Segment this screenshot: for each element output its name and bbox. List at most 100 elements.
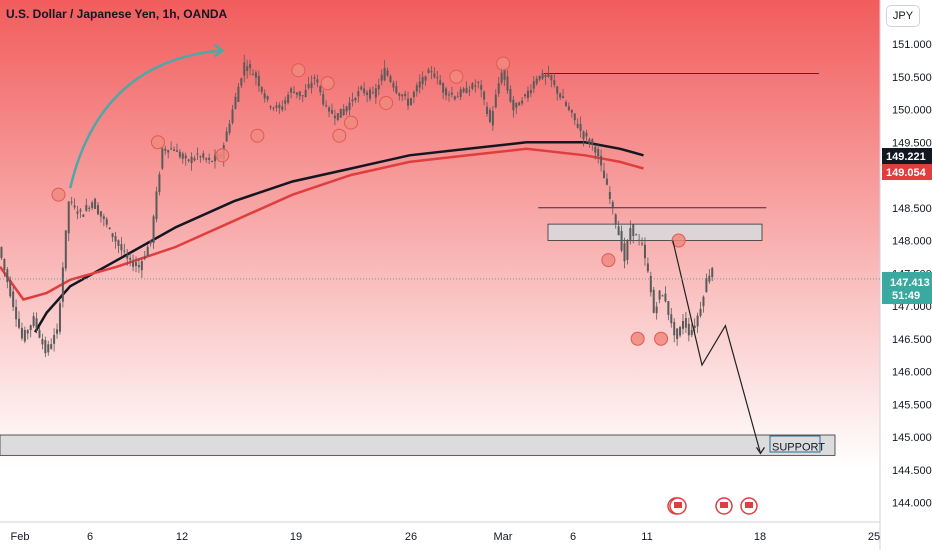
swing-marker[interactable] bbox=[344, 115, 358, 130]
red-ma-badge-text: 149.054 bbox=[886, 167, 927, 179]
candle-body bbox=[538, 75, 541, 80]
swing-marker[interactable] bbox=[215, 148, 230, 163]
candle-body bbox=[38, 330, 41, 338]
event-flag-stripe-icon bbox=[720, 502, 728, 508]
candle-body bbox=[15, 306, 18, 320]
candle-body bbox=[611, 202, 614, 208]
swing-marker[interactable] bbox=[630, 331, 645, 346]
candle-body bbox=[96, 205, 99, 215]
candle-body bbox=[623, 243, 626, 262]
swing-marker[interactable] bbox=[671, 233, 686, 248]
candle-body bbox=[708, 275, 711, 282]
candle-body bbox=[234, 96, 237, 109]
candle-body bbox=[190, 156, 193, 164]
candle-body bbox=[564, 101, 567, 106]
candle-body bbox=[652, 289, 655, 313]
candle-body bbox=[374, 88, 377, 98]
candle-body bbox=[497, 83, 500, 94]
candle-body bbox=[667, 301, 670, 315]
swing-marker[interactable] bbox=[601, 253, 616, 268]
candle-body bbox=[673, 322, 676, 336]
swing-marker[interactable] bbox=[332, 128, 347, 143]
candle-body bbox=[249, 64, 252, 69]
candle-body bbox=[506, 76, 509, 91]
candle-body bbox=[518, 102, 521, 106]
candle-body bbox=[333, 115, 336, 119]
candle-body bbox=[620, 230, 623, 251]
candle-body bbox=[132, 262, 135, 267]
y-tick-label: 145.500 bbox=[892, 399, 932, 411]
candle-body bbox=[512, 99, 515, 111]
candle-body bbox=[614, 214, 617, 225]
swing-marker[interactable] bbox=[449, 69, 464, 84]
x-tick-label: 25 bbox=[868, 531, 880, 543]
candle-body bbox=[544, 74, 547, 77]
candle-body bbox=[559, 93, 562, 98]
swing-marker[interactable] bbox=[51, 187, 66, 202]
swing-marker[interactable] bbox=[250, 128, 265, 143]
swing-marker[interactable] bbox=[320, 76, 335, 91]
candle-body bbox=[582, 131, 585, 140]
candle-body bbox=[140, 261, 143, 271]
candle-body bbox=[126, 255, 129, 259]
candle-body bbox=[383, 67, 386, 81]
candle-body bbox=[313, 77, 316, 79]
candle-body bbox=[213, 155, 216, 162]
candle-body bbox=[9, 280, 12, 297]
current-price-timer: 51:49 bbox=[892, 290, 920, 302]
candle-body bbox=[690, 329, 693, 336]
candle-body bbox=[47, 344, 50, 353]
candle-body bbox=[629, 227, 632, 240]
candle-body bbox=[661, 295, 664, 297]
candle-body bbox=[202, 153, 205, 158]
candle-body bbox=[676, 328, 679, 340]
y-tick-label: 150.000 bbox=[892, 105, 932, 117]
candle-body bbox=[477, 81, 480, 83]
candle-body bbox=[456, 96, 459, 98]
candle-body bbox=[430, 71, 433, 73]
candle-body bbox=[541, 73, 544, 79]
event-flag-stripe-icon bbox=[745, 502, 753, 508]
candle-body bbox=[32, 316, 35, 327]
currency-button[interactable]: JPY bbox=[886, 5, 920, 27]
candle-body bbox=[421, 77, 424, 85]
trend-arrow-curve bbox=[68, 49, 223, 189]
candle-body bbox=[392, 82, 395, 88]
candle-body bbox=[193, 158, 196, 161]
candle-body bbox=[427, 69, 430, 74]
candle-body bbox=[626, 241, 629, 260]
candle-body bbox=[567, 106, 570, 110]
swing-marker[interactable] bbox=[654, 331, 669, 346]
projection-path bbox=[672, 240, 762, 454]
candle-body bbox=[61, 267, 64, 302]
candle-body bbox=[208, 157, 211, 160]
candle-body bbox=[82, 214, 85, 217]
current-price-value: 147.413 bbox=[890, 277, 930, 289]
candle-body bbox=[643, 244, 646, 259]
candle-body bbox=[404, 93, 407, 97]
event-flag-stripe-icon bbox=[674, 502, 682, 508]
candle-body bbox=[702, 296, 705, 307]
swing-marker[interactable] bbox=[150, 135, 165, 150]
candle-body bbox=[369, 89, 372, 99]
candle-body bbox=[225, 131, 228, 142]
swing-marker[interactable] bbox=[496, 56, 511, 71]
candle-body bbox=[12, 291, 15, 308]
resistance-zone bbox=[547, 223, 763, 241]
candle-body bbox=[272, 107, 275, 109]
current-price-badge bbox=[882, 272, 932, 304]
candle-body bbox=[418, 81, 421, 88]
y-tick-label: 146.000 bbox=[892, 367, 932, 379]
candle-body bbox=[439, 80, 442, 85]
y-tick-label: 149.500 bbox=[892, 137, 932, 149]
y-tick-label: 148.500 bbox=[892, 203, 932, 215]
candle-body bbox=[243, 62, 246, 76]
candle-body bbox=[64, 230, 67, 269]
candle-body bbox=[322, 94, 325, 105]
candle-body bbox=[70, 201, 73, 203]
x-tick-label: 6 bbox=[570, 531, 576, 543]
swing-marker[interactable] bbox=[291, 63, 306, 78]
swing-marker[interactable] bbox=[379, 95, 394, 110]
